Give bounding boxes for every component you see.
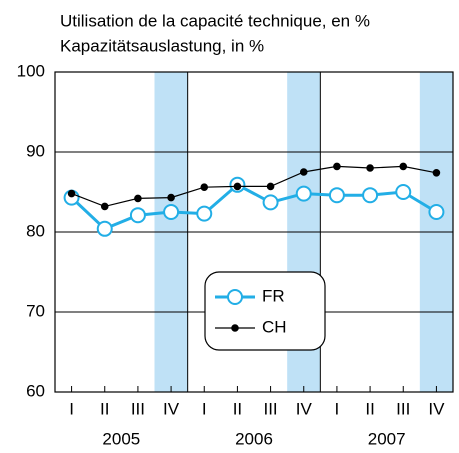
- x-tick-label: I: [335, 399, 340, 418]
- legend-marker: [231, 324, 239, 332]
- data-point: [233, 182, 242, 191]
- data-point: [163, 204, 180, 220]
- data-point: [432, 169, 441, 177]
- year-label: 2006: [235, 429, 273, 448]
- data-point: [299, 168, 308, 176]
- data-point: [266, 182, 275, 191]
- legend-label: FR: [262, 286, 285, 305]
- data-point: [333, 162, 341, 171]
- year-label: 2005: [102, 429, 140, 448]
- x-tick-label: IV: [163, 399, 180, 418]
- y-tick-label: 90: [26, 141, 45, 160]
- data-point: [295, 185, 312, 202]
- data-point: [366, 164, 374, 172]
- data-point: [428, 204, 445, 220]
- x-tick-label: I: [202, 399, 207, 418]
- x-tick-label: I: [69, 399, 74, 418]
- x-tick-label: II: [365, 399, 374, 418]
- data-point: [200, 183, 209, 191]
- x-tick-label: IV: [428, 399, 445, 418]
- legend-marker: [227, 289, 243, 305]
- data-point: [399, 162, 408, 171]
- x-tick-label: III: [396, 399, 410, 418]
- y-tick-label: 100: [17, 61, 45, 80]
- y-tick-label: 60: [26, 381, 45, 400]
- x-tick-label: III: [263, 399, 277, 418]
- data-point: [395, 184, 412, 200]
- y-tick-label: 80: [26, 221, 45, 240]
- series-line: [71, 165, 437, 208]
- legend-box: [204, 271, 326, 351]
- series-line: [70, 182, 438, 231]
- chart-subtitle: Kapazitätsauslastung, in %: [60, 36, 264, 55]
- data-point: [134, 194, 142, 203]
- x-tick-label: IV: [296, 399, 313, 418]
- data-point: [96, 220, 113, 237]
- data-point: [67, 189, 76, 198]
- data-point: [362, 187, 379, 204]
- data-point: [328, 187, 345, 204]
- data-point: [100, 202, 109, 211]
- data-point: [262, 194, 279, 211]
- data-point: [167, 193, 175, 202]
- y-tick-label: 70: [26, 301, 45, 320]
- data-point: [129, 207, 146, 224]
- chart-title: Utilisation de la capacité technique, en…: [60, 11, 370, 30]
- legend-label: CH: [262, 317, 287, 336]
- x-tick-label: II: [100, 399, 109, 418]
- x-tick-label: II: [233, 399, 242, 418]
- year-label: 2007: [368, 429, 406, 448]
- plot-frame: [54, 71, 454, 393]
- x-tick-label: III: [131, 399, 145, 418]
- data-point: [196, 205, 213, 222]
